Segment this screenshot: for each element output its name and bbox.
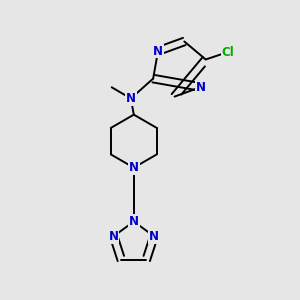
Text: N: N [129, 161, 139, 174]
Text: N: N [149, 230, 159, 243]
Text: N: N [126, 92, 136, 105]
Text: N: N [196, 80, 206, 94]
Text: N: N [129, 215, 139, 228]
Text: N: N [153, 44, 163, 58]
Text: Cl: Cl [221, 46, 234, 59]
Text: N: N [109, 230, 118, 243]
